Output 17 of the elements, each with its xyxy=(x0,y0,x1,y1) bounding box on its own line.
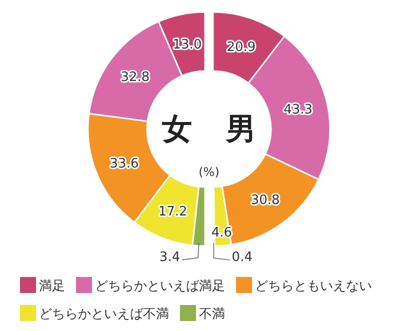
data-label: 17.2 xyxy=(158,204,188,220)
data-label: 43.3 xyxy=(284,102,313,118)
text: 女 xyxy=(161,112,192,147)
data-label: 0.4 xyxy=(232,250,252,265)
text: 男 xyxy=(225,112,256,147)
data-label: 3.4 xyxy=(159,250,180,265)
legend-label: 満足 xyxy=(39,279,65,294)
data-label: 32.8 xyxy=(120,70,150,86)
legend-label: どちらともいえない xyxy=(255,279,372,294)
data-label: 13.0 xyxy=(172,37,202,52)
data-label: 30.8 xyxy=(250,193,280,208)
legend-label: どちらかといえば不満 xyxy=(39,307,169,322)
data-label: 33.6 xyxy=(110,156,139,172)
data-label: 20.9 xyxy=(226,40,256,56)
legend-label: どちらかといえば満足 xyxy=(95,279,225,294)
legend-label: 不満 xyxy=(199,307,225,322)
text: (%) xyxy=(198,165,220,179)
